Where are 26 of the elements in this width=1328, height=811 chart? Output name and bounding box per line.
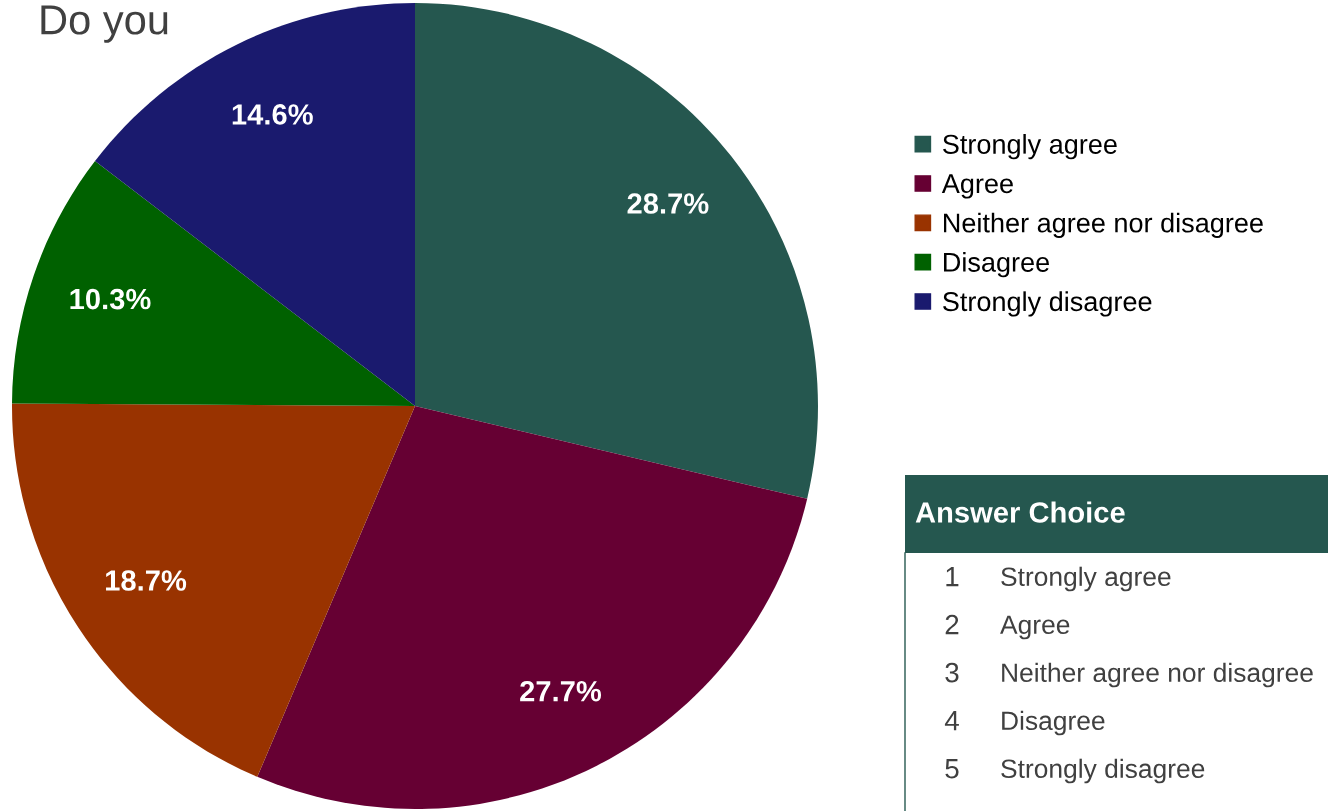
- pie-slice: [12, 403, 415, 777]
- legend-label: Disagree: [944, 251, 1049, 278]
- text: Agree: [1000, 615, 1070, 640]
- legend-label: Agree: [941, 174, 1013, 199]
- text: 2: [945, 614, 959, 635]
- text: 3: [945, 662, 959, 683]
- data-label: 18.7%: [106, 570, 187, 591]
- text: Disagree: [1002, 710, 1105, 736]
- text: Strongly agree: [1001, 566, 1171, 592]
- text: Strongly disagree: [1001, 758, 1205, 784]
- legend-label: Neither agree nor disagree: [944, 212, 1263, 238]
- data-label: 27.7%: [520, 680, 602, 702]
- text: 5: [945, 759, 959, 779]
- data-label: 14.6%: [232, 104, 313, 125]
- pie-slice: [12, 161, 415, 406]
- data-label: 28.7%: [627, 193, 709, 214]
- text: 4: [944, 711, 959, 731]
- legend-label: Strongly agree: [943, 134, 1117, 160]
- data-label: 10.3%: [70, 288, 151, 310]
- text: 1: [946, 567, 959, 587]
- text: Answer Choice: [915, 501, 1125, 523]
- chart-title: Do you: [41, 5, 168, 43]
- text: Neither agree nor disagree: [1002, 662, 1313, 688]
- pie-slice: [415, 3, 818, 499]
- pie-slice: [257, 406, 808, 809]
- legend-label: Strongly disagree: [943, 291, 1152, 317]
